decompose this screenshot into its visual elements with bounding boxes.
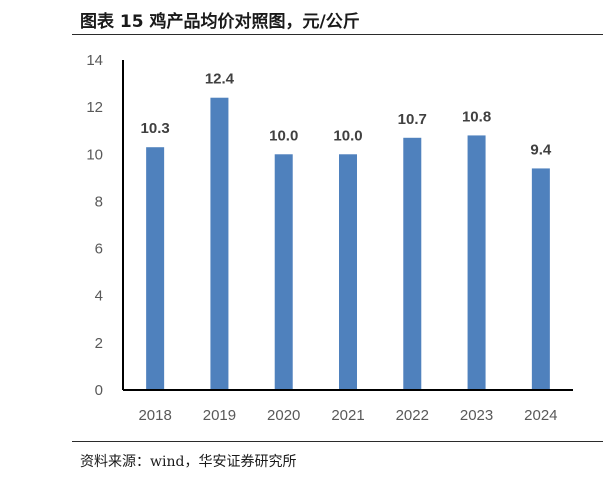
x-tick-label: 2024 bbox=[524, 407, 557, 424]
bar-value-label: 10.7 bbox=[398, 111, 427, 128]
bar-value-label: 9.4 bbox=[530, 141, 552, 158]
source-note: 资料来源：wind，华安证券研究所 bbox=[80, 454, 297, 470]
bar bbox=[467, 135, 486, 390]
bar bbox=[403, 137, 422, 390]
y-tick-label: 12 bbox=[86, 99, 103, 116]
title-divider bbox=[72, 34, 603, 35]
y-tick-label: 14 bbox=[86, 52, 103, 69]
bar-value-label: 10.8 bbox=[462, 108, 491, 125]
y-tick-label: 8 bbox=[95, 193, 103, 210]
x-tick-label: 2019 bbox=[203, 407, 236, 424]
bar bbox=[146, 147, 165, 390]
x-tick-label: 2020 bbox=[267, 407, 300, 424]
bar bbox=[274, 154, 293, 390]
y-axis-ticks: 0 2 4 6 8 10 12 14 bbox=[86, 52, 103, 399]
source-divider bbox=[72, 441, 603, 442]
y-tick-label: 0 bbox=[95, 382, 103, 399]
x-axis-ticks: 2018 2019 2020 2021 2022 2023 2024 bbox=[138, 407, 557, 424]
x-tick-label: 2021 bbox=[331, 407, 364, 424]
bar bbox=[531, 168, 550, 390]
bar-value-label: 10.0 bbox=[269, 127, 298, 144]
y-tick-label: 4 bbox=[95, 288, 103, 305]
y-tick-label: 2 bbox=[95, 335, 103, 352]
bar bbox=[339, 154, 357, 390]
bars bbox=[146, 97, 550, 390]
chart-title: 图表 15 鸡产品均价对照图，元/公斤 bbox=[80, 12, 360, 32]
bar-value-label: 10.3 bbox=[141, 120, 170, 137]
bar bbox=[210, 97, 229, 390]
bar-value-label: 10.0 bbox=[333, 127, 362, 144]
y-tick-label: 10 bbox=[86, 146, 103, 163]
x-tick-label: 2018 bbox=[138, 407, 171, 424]
x-tick-label: 2023 bbox=[460, 407, 493, 424]
x-tick-label: 2022 bbox=[396, 407, 429, 424]
y-tick-label: 6 bbox=[95, 241, 103, 258]
bar-value-label: 12.4 bbox=[205, 71, 235, 88]
data-labels: 10.3 12.4 10.0 10.0 10.7 10.8 9.4 bbox=[141, 71, 552, 159]
